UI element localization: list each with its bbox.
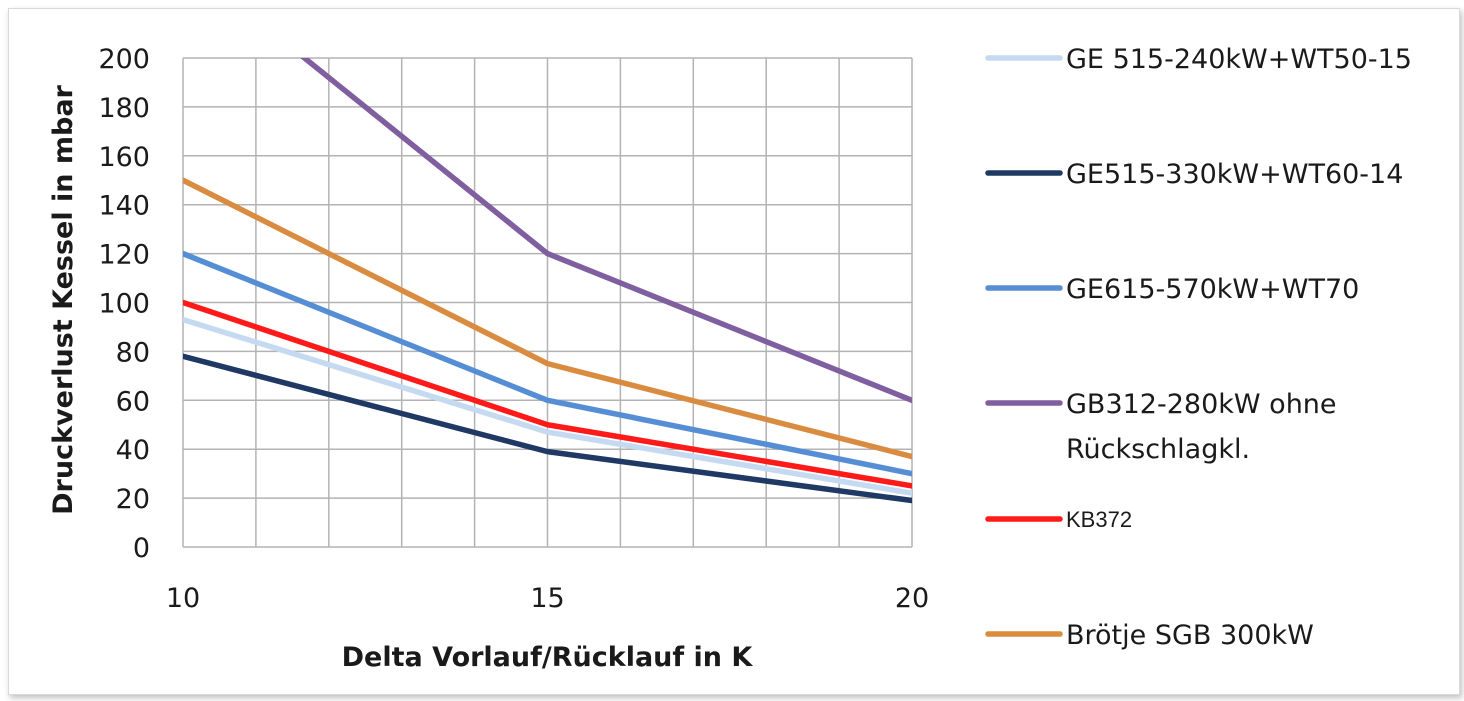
y-tick-label: 120 — [98, 240, 150, 271]
legend-label-4: GB312-280kW ohne — [1066, 389, 1337, 420]
y-axis-title: Druckverlust Kessel in mbar — [48, 84, 79, 514]
x-axis-title: Delta Vorlauf/Rücklauf in K — [342, 642, 754, 673]
series-lines — [183, 58, 912, 504]
series-line-4 — [300, 58, 912, 404]
series-line-3 — [183, 250, 912, 477]
y-tick-label: 40 — [116, 435, 150, 466]
y-tick-label: 100 — [98, 289, 150, 320]
series-line-2 — [183, 353, 912, 504]
legend-label-2: GE515-330kW+WT60-14 — [1066, 159, 1403, 190]
y-tick-label: 60 — [116, 386, 150, 417]
y-tick-label: 0 — [133, 533, 150, 564]
y-tick-labels: 0 20 40 60 80 100 120 140 160 180 200 — [98, 44, 150, 564]
legend-label-3: GE615-570kW+WT70 — [1066, 274, 1359, 305]
series-line-5 — [183, 299, 912, 489]
legend-label-6: Brötje SGB 300kW — [1066, 620, 1314, 651]
legend-label-1: GE 515-240kW+WT50-15 — [1066, 44, 1412, 75]
series-line-6 — [183, 177, 912, 460]
x-tick-label: 20 — [895, 583, 929, 614]
y-tick-label: 140 — [98, 191, 150, 222]
y-tick-label: 20 — [116, 484, 150, 515]
x-tick-labels: 10 15 20 — [166, 583, 929, 614]
legend: GE 515-240kW+WT50-15 GE515-330kW+WT60-14 G… — [985, 44, 1412, 651]
y-tick-label: 200 — [98, 44, 150, 75]
y-tick-label: 80 — [116, 337, 150, 368]
series-line-1 — [183, 316, 912, 496]
y-tick-label: 180 — [98, 93, 150, 124]
legend-label-4: Rückschlagkl. — [1066, 434, 1250, 465]
y-tick-label: 160 — [98, 142, 150, 173]
x-tick-label: 15 — [530, 583, 564, 614]
x-tick-label: 10 — [166, 583, 200, 614]
legend-label-5: KB372 — [1066, 507, 1132, 532]
